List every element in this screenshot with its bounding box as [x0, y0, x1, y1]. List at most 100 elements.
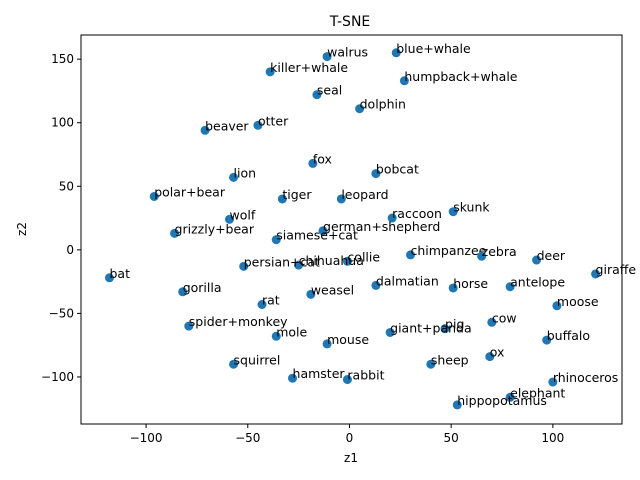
point-label: rat	[262, 293, 280, 308]
data-point-dalmatian	[371, 280, 381, 290]
data-point-giant+panda	[385, 327, 395, 337]
point-label: rabbit	[347, 368, 384, 383]
data-point-siamese+cat	[271, 235, 281, 245]
y-tick-label: 100	[51, 116, 74, 130]
point-label: elephant	[510, 385, 565, 400]
data-point-deer	[532, 255, 542, 265]
point-label: chihuahua	[299, 253, 364, 268]
point-label: bobcat	[376, 162, 419, 177]
data-point-horse	[448, 283, 458, 293]
x-tick-label: 0	[346, 431, 354, 445]
ticks-layer: −100 −50 0 50 100 −100 −50 0 50 100 150	[41, 52, 564, 445]
data-point-german+shepherd	[318, 226, 328, 236]
point-label: grizzly+bear	[175, 221, 255, 236]
point-label: leopard	[341, 187, 388, 202]
x-tick-label: −50	[235, 431, 260, 445]
plot-frame	[80, 34, 623, 425]
data-point-gorilla	[178, 287, 188, 297]
data-point-collie	[342, 256, 352, 266]
point-label: fox	[313, 151, 332, 166]
y-tick-label: −50	[49, 306, 74, 320]
data-point-seal	[312, 90, 322, 100]
y-tick-label: 50	[59, 179, 74, 193]
point-label: squirrel	[234, 352, 281, 367]
data-point-chimpanzee	[405, 250, 415, 260]
point-label: skunk	[453, 200, 490, 215]
point-label: giraffe	[596, 262, 637, 277]
data-point-beaver	[200, 125, 210, 135]
point-label: humpback+whale	[404, 69, 517, 84]
data-point-spider+monkey	[184, 321, 194, 331]
data-point-weasel	[306, 289, 316, 299]
data-point-zebra	[477, 251, 487, 261]
point-label: moose	[557, 294, 599, 309]
data-point-grizzly+bear	[170, 228, 180, 238]
data-point-blue+whale	[391, 48, 401, 58]
data-point-rat	[257, 300, 267, 310]
x-tick-label: 50	[444, 431, 459, 445]
point-label: mole	[276, 324, 307, 339]
data-point-wolf	[224, 214, 234, 224]
data-point-hamster	[288, 373, 298, 383]
data-point-skunk	[448, 207, 458, 217]
point-label: raccoon	[392, 206, 442, 221]
point-label: persian+cat	[244, 254, 320, 269]
point-label: collie	[347, 249, 380, 264]
point-label: gorilla	[183, 280, 222, 295]
x-axis-label: z1	[344, 451, 358, 465]
point-label: seal	[317, 83, 342, 98]
data-point-persian+cat	[239, 261, 249, 271]
point-label: giant+panda	[390, 320, 471, 335]
data-point-mole	[271, 331, 281, 341]
data-point-ox	[485, 352, 495, 362]
point-label: rhinoceros	[553, 370, 618, 385]
point-label: deer	[537, 248, 566, 263]
point-label: ox	[490, 345, 505, 360]
data-point-moose	[552, 301, 562, 311]
point-label: spider+monkey	[189, 314, 288, 329]
point-label: mouse	[327, 332, 369, 347]
data-point-lion	[229, 172, 239, 182]
point-label: dolphin	[360, 97, 406, 112]
point-label: horse	[453, 276, 488, 291]
data-point-fox	[308, 158, 318, 168]
data-point-walrus	[322, 52, 332, 62]
y-tick-label: 150	[51, 52, 74, 66]
point-label: weasel	[311, 282, 354, 297]
y-tick-label: 0	[66, 243, 74, 257]
data-point-sheep	[426, 359, 436, 369]
data-point-squirrel	[229, 359, 239, 369]
point-label: killer+whale	[270, 60, 348, 75]
data-point-giraffe	[591, 269, 601, 279]
data-point-buffalo	[542, 335, 552, 345]
point-label: siamese+cat	[276, 228, 358, 243]
point-label: buffalo	[547, 328, 590, 343]
data-point-rabbit	[342, 375, 352, 385]
point-label: hamster	[293, 366, 346, 381]
points-layer: walrus blue+whale killer+whale humpback+wha…	[104, 41, 637, 410]
data-point-bobcat	[371, 169, 381, 179]
point-label: tiger	[282, 187, 312, 202]
x-tick-label: 100	[541, 431, 564, 445]
data-point-dolphin	[355, 104, 365, 114]
point-label: german+shepherd	[323, 219, 440, 234]
data-point-pig	[440, 324, 450, 334]
y-axis-label: z2	[15, 222, 29, 236]
data-point-cow	[487, 317, 497, 327]
data-point-killer+whale	[265, 67, 275, 77]
point-label: dalmatian	[376, 273, 439, 288]
data-point-humpback+whale	[399, 76, 409, 86]
point-label: zebra	[482, 244, 517, 259]
data-point-tiger	[277, 194, 287, 204]
data-point-antelope	[505, 282, 515, 292]
data-point-rhinoceros	[548, 377, 558, 387]
data-point-hippopotamus	[452, 400, 462, 410]
point-label: wolf	[229, 207, 255, 222]
data-point-otter	[253, 120, 263, 130]
y-tick-label: −100	[41, 370, 74, 384]
data-point-leopard	[336, 194, 346, 204]
point-label: polar+bear	[154, 184, 226, 199]
point-label: lion	[234, 165, 257, 180]
data-point-mouse	[322, 339, 332, 349]
